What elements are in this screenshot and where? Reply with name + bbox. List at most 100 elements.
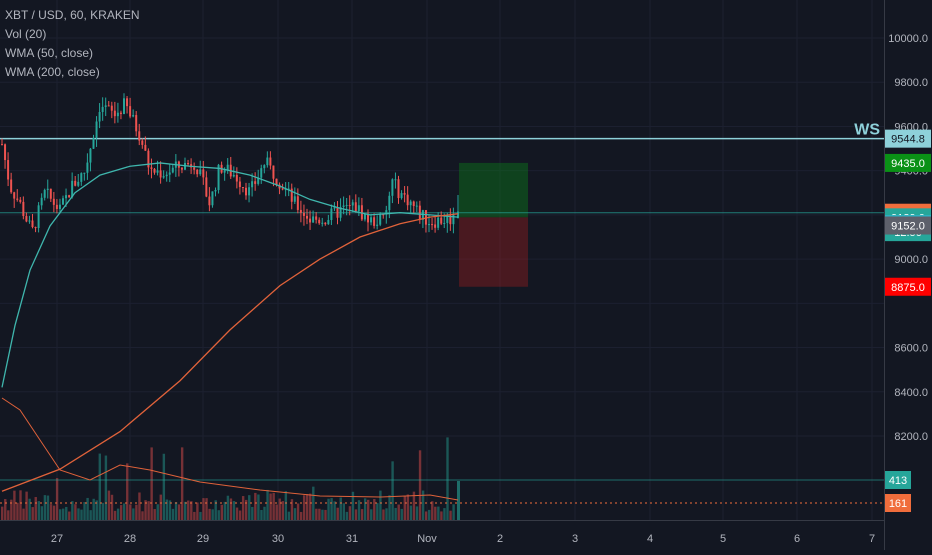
volume-bar — [302, 495, 306, 520]
candle-body — [135, 115, 138, 132]
candle-body — [86, 162, 89, 173]
price-axis[interactable]: 8200.08400.08600.09800.010000.09600.0940… — [884, 0, 932, 550]
volume-bar — [116, 508, 120, 520]
volume-bar — [147, 501, 150, 520]
x-tick-label: 29 — [197, 533, 209, 545]
volume-bar — [168, 500, 172, 520]
candle-body — [412, 201, 415, 207]
time-axis[interactable]: 27 28 29 30 31 Nov 2 3 4 5 6 7 — [0, 520, 884, 550]
candle-body — [28, 220, 31, 222]
symbol-line[interactable]: XBT / USD, 60, KRAKEN — [5, 8, 140, 22]
volume-bar — [40, 506, 44, 520]
candle-body — [345, 205, 348, 207]
volume-bar — [406, 494, 410, 520]
volume-bar — [382, 509, 385, 520]
volume-bar — [428, 509, 431, 520]
volume-bar — [52, 505, 56, 520]
moving-averages — [1, 162, 459, 501]
volume-bar — [1, 506, 4, 520]
volume-bar — [86, 497, 89, 520]
candle-body — [211, 191, 214, 206]
candle-body — [58, 204, 61, 209]
volume-bar — [397, 504, 400, 520]
price-badge-text: 9544.8 — [891, 134, 925, 146]
candle-body — [302, 212, 305, 216]
chart-legend: XBT / USD, 60, KRAKEN Vol (20) WMA (50, … — [5, 6, 140, 82]
volume-bar — [238, 510, 242, 520]
ws-label: WS — [854, 122, 880, 139]
price-labels: 9544.89435.09209.89189.012:569158.59152.… — [885, 129, 931, 512]
x-tick-label: 4 — [647, 533, 653, 545]
candle-body — [4, 144, 7, 161]
volume-bar — [132, 508, 135, 520]
long-position-box[interactable] — [459, 162, 528, 287]
volume-bar — [434, 506, 437, 520]
volume-bar — [367, 499, 370, 520]
candle-body — [49, 188, 52, 199]
candle-body — [132, 115, 135, 117]
candle-body — [138, 131, 141, 141]
price-badge: 9544.8 — [885, 129, 931, 148]
volume-bar — [299, 511, 303, 520]
time-axis-bg — [0, 520, 884, 550]
candle-body — [129, 106, 132, 117]
candle-body — [34, 227, 37, 229]
volume-bar — [373, 498, 376, 520]
volume-bar — [43, 495, 47, 520]
candle-body — [40, 197, 43, 206]
price-badge: 9152.0 — [885, 216, 931, 235]
volume-bar — [65, 506, 68, 520]
candle-body — [159, 170, 162, 178]
volume-bar — [110, 494, 114, 520]
volume-bar — [251, 506, 254, 520]
candle-body — [205, 177, 208, 197]
volume-bar — [400, 508, 403, 520]
indicator-wma200[interactable]: WMA (200, close) — [5, 65, 100, 79]
volume-bar — [354, 509, 358, 520]
candle-body — [309, 218, 312, 223]
indicator-volume[interactable]: Vol (20) — [5, 27, 47, 41]
candle-body — [55, 204, 58, 209]
candle-body — [293, 196, 296, 202]
indicator-wma50[interactable]: WMA (50, close) — [5, 46, 94, 60]
candle-body — [147, 150, 150, 168]
volume-bar — [37, 501, 40, 520]
volume-bar — [248, 495, 251, 520]
target-zone[interactable] — [459, 162, 528, 218]
candle-body — [80, 173, 83, 182]
candle-body — [7, 160, 10, 180]
y-tick-label: 10000.0 — [888, 33, 928, 45]
volume-bar — [126, 463, 129, 520]
volume-bar — [318, 508, 321, 520]
price-badge-bg — [885, 153, 931, 172]
volume-bar — [214, 500, 217, 520]
volume-bar — [202, 498, 205, 520]
volume-bar — [315, 508, 318, 520]
candle-body — [171, 167, 174, 173]
volume-bar — [83, 502, 86, 520]
candle-body — [257, 177, 260, 184]
candle-body — [162, 176, 165, 178]
volume-bar — [13, 490, 16, 520]
candle-body — [98, 111, 101, 122]
volume-bar — [4, 499, 7, 520]
candle-body — [193, 167, 196, 170]
volume-bar — [245, 499, 248, 520]
volume-bar — [68, 511, 71, 520]
candle-body — [22, 201, 25, 216]
candle-body — [217, 164, 220, 191]
candle-body — [89, 148, 92, 163]
volume-bar — [272, 492, 275, 520]
candle-body — [104, 105, 107, 107]
volume-bar — [412, 491, 416, 520]
horizontal-lines[interactable]: WS — [0, 122, 884, 504]
volume-bar — [418, 450, 422, 520]
volume-bar — [25, 491, 28, 520]
volume-bar — [159, 494, 162, 520]
volume-bar — [199, 511, 202, 520]
candle-body — [238, 181, 241, 188]
stop-zone[interactable] — [459, 217, 528, 287]
candle-body — [379, 214, 382, 225]
